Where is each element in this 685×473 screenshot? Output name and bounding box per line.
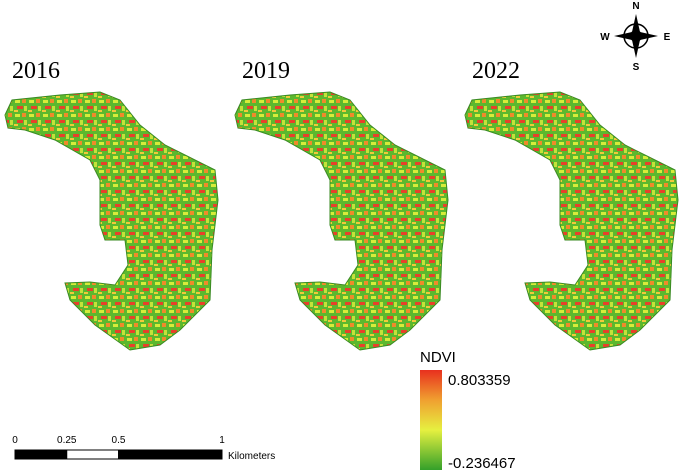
panel-year: 2016 [12,58,60,84]
scale-tick-label: 0.5 [112,435,126,446]
panel-year: 2019 [242,58,290,84]
compass-n: N [632,1,639,12]
legend-max: 0.803359 [448,372,511,389]
compass-w: W [600,32,610,43]
panel-year: 2022 [472,58,520,84]
legend-title: NDVI [420,349,456,366]
scale-segment [14,449,68,460]
compass-s: S [633,62,640,73]
color-ramp [420,370,442,470]
map-panel: 2016 [4,58,219,351]
scale-bar: Kilometers 0 0.25 0.5 1 [12,435,275,462]
scale-tick-label: 0 [12,435,18,446]
scale-tick-label: 1 [219,435,225,446]
scale-tick-label: 0.25 [57,435,77,446]
scale-segment [66,449,119,460]
map-panel: 2022 [464,58,679,351]
legend: NDVI 0.803359 -0.236467 [420,349,516,472]
compass: N S W E [600,1,670,73]
compass-e: E [664,32,671,43]
map-panel: 2019 [234,58,449,351]
scale-unit: Kilometers [228,451,275,462]
scale-segment [118,449,223,460]
legend-min: -0.236467 [448,455,516,472]
